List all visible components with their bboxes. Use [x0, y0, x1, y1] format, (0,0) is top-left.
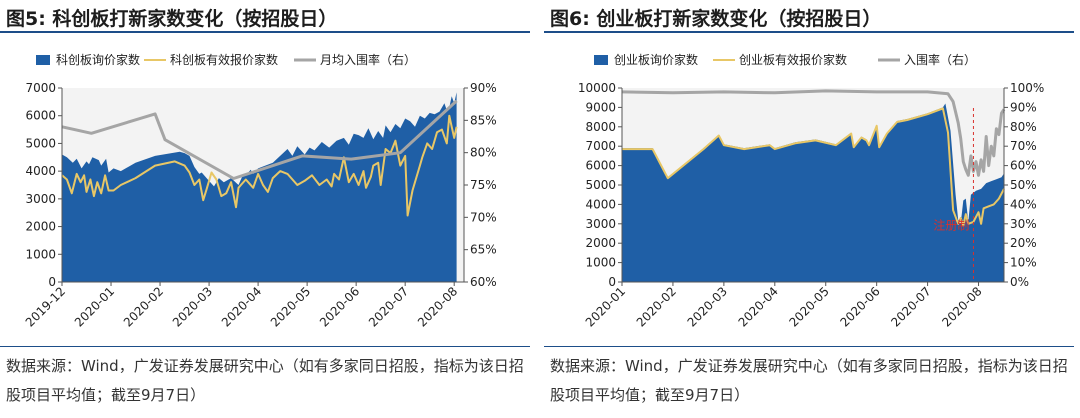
chart1-y-left-tick-3: 3000 [25, 192, 56, 206]
figure-5-title-rule [0, 31, 530, 33]
chart1-legend-label-0: 科创板询价家数 [56, 52, 140, 67]
chart1-y-left-tick-1: 1000 [25, 247, 56, 261]
chart2-y-right-tick-2: 20% [1010, 236, 1037, 250]
figure-6-panel: 图6: 创业板打新家数变化（按招股日） 注册制 0 1000 2000 3000 4000… [544, 0, 1080, 418]
chart2-y-right-tick-7: 70% [1010, 139, 1037, 153]
chart1-y-right-tick-6: 90% [470, 81, 497, 95]
chart1-x-tick-3: 2020-03 [170, 284, 215, 329]
figure-5-source: 数据来源：Wind，广发证券发展研究中心（如有多家同日招股，指标为该日招股项目平… [6, 357, 524, 404]
chart1-legend-swatch-0 [36, 55, 50, 65]
chart1-series-2-line [61, 99, 458, 180]
chart1-y-right-tick-4: 80% [470, 146, 497, 160]
chart2-y-right-tick-3: 30% [1010, 217, 1037, 231]
chart1-series-1-line [61, 114, 458, 217]
figure-6-chart: 注册制 0 1000 2000 3000 4000 5000 6000 7000 8000 9000… [578, 52, 1045, 330]
chart2-y-left-tick-3: 3000 [585, 217, 616, 231]
chart1-x-tick-5: 2020-05 [268, 284, 313, 329]
figure-6-title: 图6: 创业板打新家数变化（按招股日） [550, 8, 882, 30]
chart2-x-tick-5: 2020-06 [837, 284, 882, 329]
chart1-y-left-tick-4: 4000 [25, 164, 56, 178]
chart2-y-left-tick-2: 2000 [585, 236, 616, 250]
chart2-y-right-tick-0: 0% [1010, 275, 1029, 289]
chart1-y-right-tick-5: 85% [470, 113, 497, 127]
figure-5-chart: 0 1000 2000 3000 4000 5000 6000 7000 60% 65% 70% 75… [23, 52, 497, 330]
chart1-y-left-tick-6: 6000 [25, 109, 56, 123]
chart2-y-left-tick-6: 6000 [585, 159, 616, 173]
chart2-legend-label-1: 创业板有效报价家数 [739, 52, 847, 67]
chart2-x-tick-0: 2020-01 [583, 284, 628, 329]
chart2-series-2-line [621, 89, 1006, 177]
chart2-y-right-tick-9: 90% [1010, 100, 1037, 114]
chart1-y-right-tick-3: 75% [470, 178, 497, 192]
chart1-x-tick-6: 2020-06 [317, 284, 362, 329]
chart1-x-tick-7: 2020-07 [366, 284, 411, 329]
chart2-y-left-tick-9: 9000 [585, 100, 616, 114]
chart1-y-left-tick-5: 5000 [25, 136, 56, 150]
chart2-series-1-line [622, 107, 1005, 227]
chart2-legend-label-0: 创业板询价家数 [614, 52, 698, 67]
figure-6-source: 数据来源：Wind，广发证券发展研究中心（如有多家同日招股，指标为该日招股项目平… [550, 357, 1068, 404]
chart1-y-left-tick-7: 7000 [25, 81, 56, 95]
chart2-legend-swatch-0 [594, 55, 608, 65]
chart2-y-right-tick-1: 10% [1010, 256, 1037, 270]
chart1-y-left-tick-2: 2000 [25, 220, 56, 234]
chart2-x-tick-4: 2020-05 [787, 284, 832, 329]
chart2-y-right-tick-8: 80% [1010, 120, 1037, 134]
figure-6-title-rule [544, 31, 1074, 33]
chart2-y-left-tick-5: 5000 [585, 178, 616, 192]
chart2-x-tick-2: 2020-03 [685, 284, 730, 329]
chart2-y-right-tick-4: 40% [1010, 197, 1037, 211]
chart2-y-left-tick-8: 8000 [585, 120, 616, 134]
figure-5-panel: 图5: 科创板打新家数变化（按招股日） 0 1000 2000 3000 4000 500… [0, 0, 536, 418]
chart2-y-right-tick-6: 60% [1010, 159, 1037, 173]
chart2-y-left-tick-7: 7000 [585, 139, 616, 153]
chart1-x-tick-4: 2020-04 [219, 284, 264, 329]
chart1-legend-label-2: 月均入围率（右） [320, 52, 416, 67]
chart1-x-tick-8: 2020-08 [415, 284, 460, 329]
figure-5-source-rule [0, 346, 530, 347]
chart1-x-tick-2: 2020-02 [121, 284, 166, 329]
chart1-y-left-tick-0: 0 [48, 275, 56, 289]
chart2-y-right-tick-10: 100% [1010, 81, 1044, 95]
chart1-y-right-tick-0: 60% [470, 275, 497, 289]
chart2-x-tick-1: 2020-02 [634, 284, 679, 329]
chart2-y-right-tick-5: 50% [1010, 178, 1037, 192]
chart2-legend-label-2: 入围率（右） [904, 52, 976, 67]
chart2-y-left-tick-1: 1000 [585, 256, 616, 270]
chart2-x-tick-6: 2020-07 [888, 284, 933, 329]
chart2-y-left-tick-10: 10000 [578, 81, 616, 95]
chart2-series-0-area [622, 103, 1004, 282]
chart2-x-tick-3: 2020-04 [736, 284, 781, 329]
chart1-legend-label-1: 科创板有效报价家数 [170, 52, 278, 67]
chart1-series-0-area [62, 92, 457, 282]
chart2-annotation-label-0: 注册制 [933, 218, 969, 233]
chart2-x-tick-7: 2020-08 [939, 284, 984, 329]
chart2-y-left-tick-0: 0 [608, 275, 616, 289]
chart1-y-right-tick-2: 70% [470, 210, 497, 224]
chart1-x-tick-1: 2020-01 [72, 284, 117, 329]
chart2-y-left-tick-4: 4000 [585, 197, 616, 211]
figure-5-title: 图5: 科创板打新家数变化（按招股日） [6, 8, 338, 30]
chart1-y-right-tick-1: 65% [470, 243, 497, 257]
figure-6-source-rule [544, 346, 1074, 347]
chart1-x-tick-0: 2019-12 [23, 284, 68, 329]
